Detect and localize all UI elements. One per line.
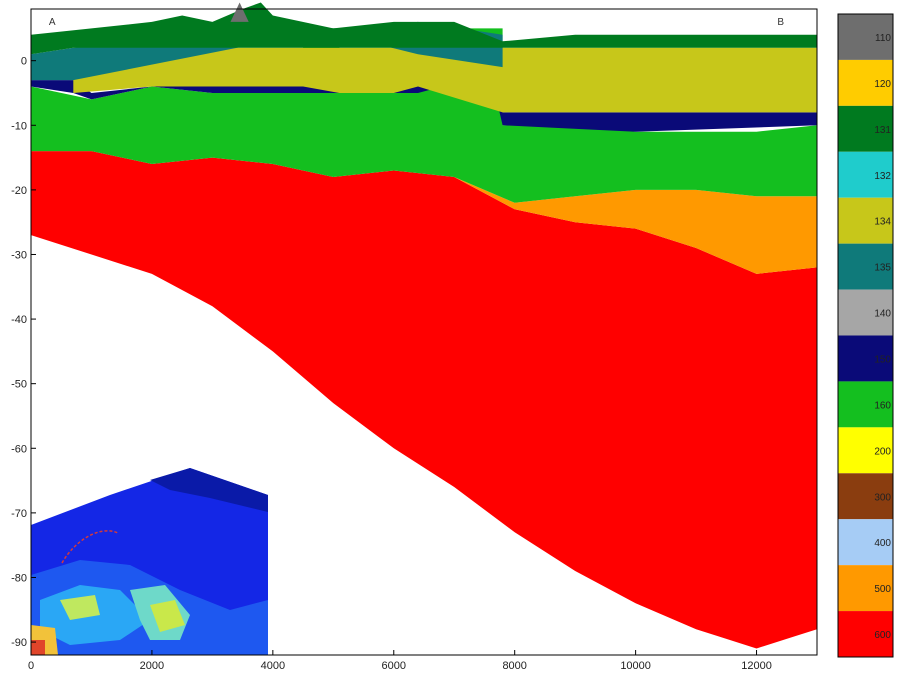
- legend-label: 134: [874, 217, 891, 228]
- y-tick-label: -60: [11, 443, 27, 455]
- legend-label: 150: [874, 354, 891, 365]
- y-tick-label: -20: [11, 185, 27, 197]
- legend-swatch-600: [838, 611, 893, 657]
- y-tick-label: -80: [11, 572, 27, 584]
- legend-label: 120: [874, 79, 891, 90]
- y-tick-label: -70: [11, 508, 27, 520]
- x-tick-label: 0: [28, 660, 34, 672]
- x-tick-label: 10000: [620, 660, 651, 672]
- legend-label: 131: [874, 125, 891, 136]
- y-tick-label: -50: [11, 379, 27, 391]
- layer-131: [31, 2, 817, 55]
- legend-swatch-300: [838, 473, 893, 520]
- x-tick-label: 2000: [140, 660, 164, 672]
- stratigraphic-layers: [31, 2, 818, 649]
- layer-110: [230, 2, 249, 22]
- legend-swatch-110: [838, 14, 893, 60]
- plot-frame: [30, 8, 818, 656]
- legend-label: 200: [874, 446, 891, 457]
- x-axis: 0 2000 4000 6000 8000 10000 12000: [28, 650, 772, 672]
- y-axis: 0 -10 -20 -30 -40 -50 -60 -70 -80 -90: [11, 56, 36, 649]
- y-tick-label: -90: [11, 637, 27, 649]
- layer-134: [73, 47, 818, 113]
- legend-label: 135: [874, 263, 891, 274]
- legend-frame: [837, 13, 894, 658]
- inset-location-map: [31, 465, 268, 655]
- y-tick-label: -40: [11, 314, 27, 326]
- legend-swatch-140: [838, 289, 893, 336]
- legend-swatch-135: [838, 243, 893, 290]
- layer-600: [31, 151, 817, 649]
- legend-swatch-500: [838, 565, 893, 612]
- legend-colorbar: 110 120 131 132 134 135 140 150 160 200 300 400 500 6…: [837, 13, 894, 658]
- legend-swatch-120: [838, 59, 893, 106]
- legend-swatch-134: [838, 197, 893, 244]
- y-tick-label: -10: [11, 120, 27, 132]
- layer-160: [31, 28, 817, 203]
- x-tick-label: 4000: [261, 660, 285, 672]
- legend-swatch-150: [838, 335, 893, 382]
- x-tick-label: 6000: [382, 660, 406, 672]
- x-tick-label: 12000: [741, 660, 772, 672]
- y-tick-label: 0: [21, 56, 27, 68]
- legend-label: 400: [874, 538, 891, 549]
- legend-label: 140: [874, 309, 891, 320]
- legend-label: 500: [874, 584, 891, 595]
- legend-swatch-400: [838, 519, 893, 566]
- section-end-label: B: [777, 17, 784, 28]
- layer-500: [454, 177, 817, 274]
- legend-label: 132: [874, 171, 891, 182]
- section-start-label: A: [49, 17, 56, 28]
- y-tick-label: -30: [11, 249, 27, 261]
- legend-swatch-160: [838, 381, 893, 428]
- legend-swatch-200: [838, 427, 893, 474]
- legend-swatch-131: [838, 105, 893, 152]
- legend-label: 300: [874, 492, 891, 503]
- legend-label: 110: [875, 33, 891, 44]
- legend-swatch-132: [838, 151, 893, 198]
- legend-label: 160: [874, 400, 891, 411]
- x-tick-label: 8000: [502, 660, 526, 672]
- legend-label: 600: [874, 630, 891, 641]
- layer-150: [31, 67, 817, 132]
